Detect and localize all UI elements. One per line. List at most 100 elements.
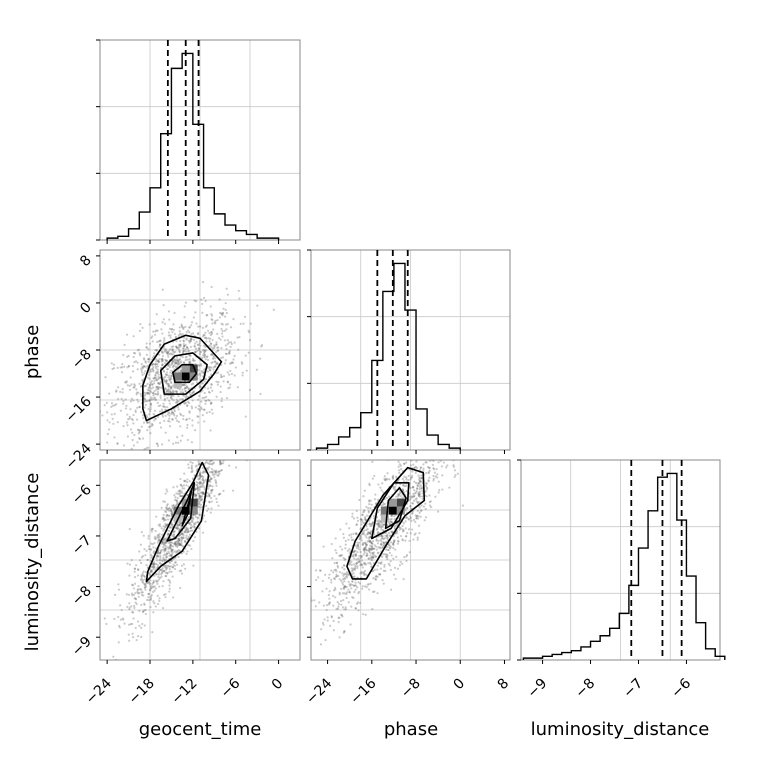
sample-point xyxy=(155,580,158,583)
sample-point xyxy=(196,415,199,418)
sample-point xyxy=(177,441,180,444)
sample-point xyxy=(208,471,212,474)
sample-point xyxy=(228,433,230,435)
sample-point xyxy=(190,392,194,395)
sample-point xyxy=(139,323,142,326)
sample-point xyxy=(354,581,357,584)
sample-point xyxy=(387,562,390,565)
sample-point xyxy=(149,399,152,402)
sample-point xyxy=(345,596,348,600)
sample-point xyxy=(163,380,166,383)
sample-point xyxy=(164,541,167,544)
sample-point xyxy=(349,583,353,586)
sample-point xyxy=(148,421,151,424)
sample-point xyxy=(165,359,168,362)
sample-point xyxy=(170,394,173,398)
sample-point xyxy=(229,341,233,344)
sample-point xyxy=(138,609,141,612)
sample-point xyxy=(363,563,366,566)
sample-point xyxy=(401,538,404,541)
sample-point xyxy=(329,624,332,627)
sample-point xyxy=(175,365,178,368)
sample-point xyxy=(208,494,211,497)
sample-point xyxy=(164,596,167,599)
sample-point xyxy=(128,639,131,642)
sample-point xyxy=(162,513,165,516)
sample-point xyxy=(148,582,151,585)
sample-point xyxy=(333,577,336,581)
sample-point xyxy=(371,556,374,559)
sample-point xyxy=(182,383,186,387)
sample-point xyxy=(422,437,424,439)
sample-point xyxy=(210,491,213,494)
sample-point xyxy=(343,564,346,567)
sample-point xyxy=(424,484,428,487)
sample-point xyxy=(212,356,215,359)
sample-point xyxy=(208,500,211,503)
sample-point xyxy=(197,505,200,509)
sample-point xyxy=(178,388,182,391)
sample-point xyxy=(145,414,148,417)
sample-point xyxy=(204,336,208,339)
sample-point xyxy=(175,504,178,507)
sample-point xyxy=(445,466,448,469)
sample-point xyxy=(182,417,185,421)
sample-point xyxy=(416,501,420,504)
sample-point xyxy=(343,568,346,571)
sample-point xyxy=(343,630,346,633)
sample-point xyxy=(166,523,169,527)
sample-point xyxy=(198,409,201,412)
sample-point xyxy=(417,481,420,485)
sample-point xyxy=(160,542,163,545)
sample-point xyxy=(228,419,230,421)
sample-point xyxy=(168,529,171,533)
sample-point xyxy=(198,473,202,476)
sample-point xyxy=(240,361,243,364)
sample-point xyxy=(141,578,145,582)
sample-point xyxy=(169,509,172,512)
sample-point xyxy=(379,538,382,541)
sample-point xyxy=(164,380,167,383)
sample-point xyxy=(195,494,198,498)
sample-point xyxy=(194,347,198,350)
sample-point xyxy=(199,497,203,500)
ytick-label: −8 xyxy=(69,583,95,609)
sample-point xyxy=(165,381,168,384)
sample-point xyxy=(168,581,172,584)
sample-point xyxy=(201,477,205,480)
sample-point xyxy=(178,489,182,492)
sample-point xyxy=(245,436,247,438)
sample-point xyxy=(165,351,168,355)
sample-point xyxy=(351,580,354,583)
sample-point xyxy=(182,347,185,350)
sample-point xyxy=(156,580,159,583)
sample-point xyxy=(209,369,212,372)
sample-point xyxy=(171,534,174,538)
sample-point xyxy=(147,360,150,363)
sample-point xyxy=(352,517,356,520)
sample-point xyxy=(146,581,149,584)
sample-point xyxy=(428,494,431,497)
sample-point xyxy=(149,597,152,600)
sample-point xyxy=(176,544,179,547)
sample-point xyxy=(161,540,164,544)
sample-point xyxy=(345,592,348,596)
sample-point xyxy=(163,518,166,521)
sample-point xyxy=(367,562,370,565)
sample-point xyxy=(342,574,345,577)
sample-point xyxy=(139,587,142,591)
sample-point xyxy=(161,321,164,324)
sample-point xyxy=(379,547,382,550)
sample-point xyxy=(151,527,154,531)
sample-point xyxy=(154,365,158,368)
sample-point xyxy=(210,312,213,316)
sample-point xyxy=(356,565,359,568)
contour-level-2 xyxy=(172,363,198,384)
sample-point xyxy=(186,386,189,389)
sample-point xyxy=(182,383,185,386)
sample-point xyxy=(341,581,344,584)
sample-point xyxy=(418,511,421,514)
sample-point xyxy=(213,345,216,348)
sample-point xyxy=(138,430,141,434)
sample-point xyxy=(154,587,157,590)
